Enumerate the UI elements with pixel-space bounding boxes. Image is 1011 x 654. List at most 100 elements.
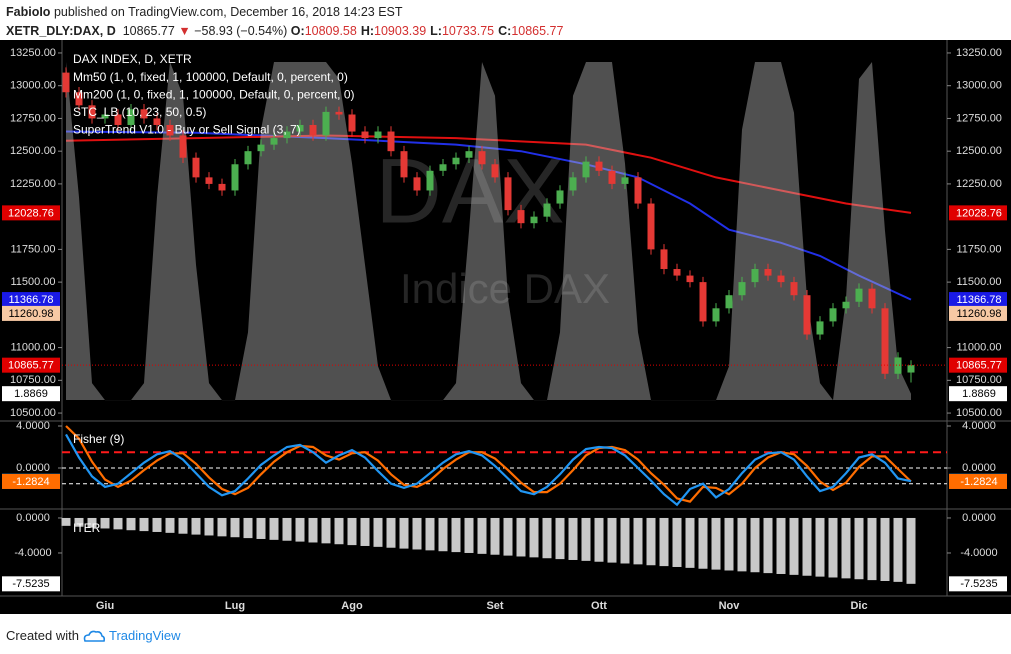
author[interactable]: FabioIo (6, 5, 51, 19)
price-marker (2, 205, 60, 221)
bar (685, 517, 695, 568)
candle-body (491, 164, 499, 178)
candle-body (75, 92, 83, 106)
bar (841, 517, 851, 579)
price-marker (949, 576, 1007, 592)
y-tick-label: 0.0000 (16, 462, 50, 474)
candle-body (790, 282, 798, 296)
bar (178, 517, 188, 534)
bar (672, 517, 682, 567)
candle-body (374, 131, 382, 139)
candle-body (231, 164, 239, 191)
candle-body (569, 177, 577, 191)
candle-body (140, 109, 148, 119)
ohlc-key: H: (360, 24, 375, 38)
candle-body (504, 177, 512, 211)
moving-average (65, 134, 912, 214)
bar (256, 517, 266, 539)
bar (204, 517, 214, 536)
price-marker-label: 11260.98 (8, 308, 53, 320)
bar (594, 517, 604, 562)
bar (815, 517, 825, 577)
bar (620, 517, 630, 564)
price-marker (949, 205, 1007, 221)
ohlc-value: 10733.75 (441, 24, 495, 38)
price-marker (2, 386, 60, 402)
candle-body (608, 170, 616, 184)
candle-body (309, 124, 317, 136)
bar (321, 517, 331, 544)
candle-body (699, 282, 707, 322)
price-marker (2, 473, 60, 489)
y-tick-label: 13000.00 (956, 80, 1002, 92)
candle-body (751, 269, 759, 283)
bar (477, 517, 487, 554)
y-tick-label: 10500.00 (956, 407, 1002, 419)
candle-body (582, 161, 590, 178)
y-tick-label: 12750.00 (956, 112, 1002, 124)
y-tick-label: 12500.00 (10, 145, 56, 157)
ohlc-key: C: (498, 24, 512, 38)
candle-body (530, 216, 538, 224)
bar (308, 517, 318, 543)
price-marker (949, 292, 1007, 308)
candle-body (894, 357, 902, 374)
price-marker-label: -1.2824 (960, 476, 997, 488)
brand[interactable]: TradingView (108, 628, 181, 643)
price-marker (949, 473, 1007, 489)
candle-body (478, 151, 486, 165)
bar (568, 517, 578, 560)
candle-body (296, 124, 304, 132)
bar (750, 517, 760, 573)
y-tick-label: 10750.00 (10, 374, 56, 386)
bar (711, 517, 721, 570)
price-marker-label: 1.8869 (962, 388, 996, 400)
candle-body (205, 177, 213, 184)
bar (373, 517, 383, 547)
x-tick-label: Giu (96, 600, 114, 612)
candle-body (621, 177, 629, 184)
bar (100, 517, 110, 529)
ohlc-key: L: (430, 24, 442, 38)
price-marker-label: 11260.98 (956, 308, 1001, 320)
bar (529, 517, 539, 558)
candle-body (803, 295, 811, 335)
candle-body (517, 210, 525, 224)
candle-body (114, 114, 122, 125)
published: published on TradingView.com, December 1… (53, 5, 403, 19)
candle-body (166, 124, 174, 136)
candle-body (257, 144, 265, 152)
bar (191, 517, 201, 535)
ohlc-value: 10865.77 (511, 24, 564, 38)
bar (113, 517, 123, 530)
candle-body (348, 114, 356, 132)
bar (516, 517, 526, 557)
price-marker-label: 11366.78 (956, 294, 1001, 306)
price-marker (949, 357, 1007, 373)
candle-body (426, 170, 434, 191)
y-tick-label: -4.0000 (960, 547, 997, 559)
candle-body (881, 308, 889, 374)
bar (724, 517, 734, 571)
watermark: Indice DAX (400, 265, 610, 312)
created-with: Created with (6, 628, 79, 643)
stc-area (66, 62, 911, 401)
x-tick-label: Nov (719, 600, 741, 612)
candle-body (335, 111, 343, 115)
candle-body (595, 161, 603, 171)
bar (347, 517, 357, 546)
instrument-label: DAX INDEX, D, XETR (73, 52, 192, 66)
price-marker (2, 576, 60, 592)
y-tick-label: 11000.00 (956, 341, 1001, 353)
y-tick-label: 13250.00 (10, 47, 56, 59)
candle-body (452, 157, 460, 165)
bar (152, 517, 162, 532)
y-tick-label: 0.0000 (962, 512, 996, 524)
candle-body (543, 203, 551, 217)
bar (789, 517, 799, 575)
bar (412, 517, 422, 550)
price-marker-label: 11366.78 (8, 294, 53, 306)
y-tick-label: 0.0000 (16, 512, 50, 524)
symbol: XETR_DLY:DAX, D (6, 24, 116, 38)
bar (906, 517, 916, 584)
